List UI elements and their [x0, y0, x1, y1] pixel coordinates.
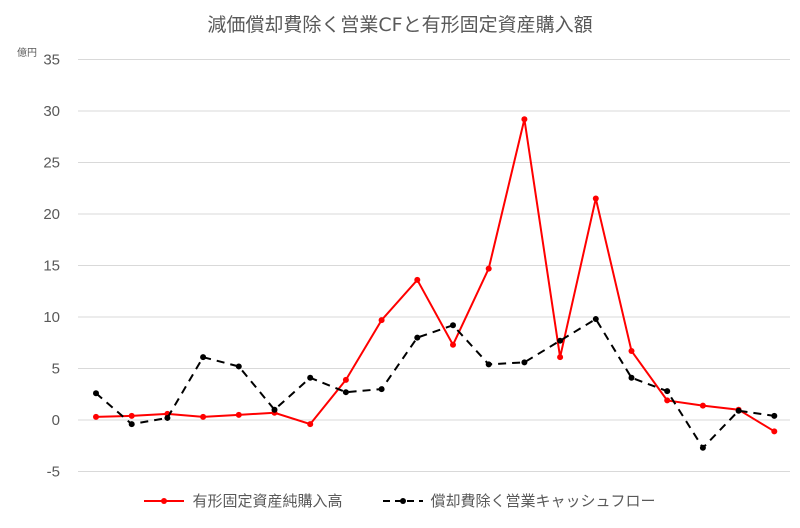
data-point [342, 389, 349, 396]
y-tick-label: 0 [52, 412, 60, 429]
y-tick-label: 10 [43, 309, 60, 326]
series-line [95, 119, 775, 433]
data-point [93, 390, 99, 397]
data-point [735, 407, 742, 414]
data-point [521, 116, 528, 123]
data-point [128, 421, 135, 428]
legend-item-red: 有形固定資産純購入高 [144, 490, 343, 511]
legend-label-red: 有形固定資産純購入高 [192, 492, 343, 510]
data-point [235, 363, 242, 370]
data-point [699, 402, 706, 409]
data-point [592, 316, 599, 323]
data-point [200, 354, 207, 361]
data-point [235, 411, 242, 418]
data-point [414, 334, 421, 341]
legend: 有形固定資産純購入高 償却費除く営業キャッシュフロー [0, 490, 800, 511]
data-point [450, 322, 456, 329]
y-axis-unit: 億円 [17, 48, 37, 59]
data-point [93, 413, 99, 420]
data-point [342, 376, 349, 383]
data-point [128, 412, 135, 419]
y-tick-label: -5 [47, 464, 60, 481]
data-point [557, 354, 564, 361]
legend-item-black: 償却費除く営業キャッシュフロー [382, 490, 656, 511]
data-point [485, 265, 492, 272]
data-point [699, 444, 706, 451]
data-point [307, 421, 314, 428]
data-point [414, 276, 421, 283]
data-point [771, 428, 778, 435]
data-point [628, 374, 635, 381]
black-dashed-marker-icon [382, 497, 423, 504]
data-point [164, 414, 171, 421]
red-line-marker-icon [144, 497, 185, 504]
y-tick-label: 5 [52, 361, 60, 378]
data-point [557, 337, 564, 344]
series-line [95, 317, 775, 450]
data-point [664, 388, 671, 395]
data-point [664, 397, 671, 404]
y-tick-label: 35 [43, 52, 60, 69]
data-point [450, 341, 456, 348]
legend-label-black: 償却費除く営業キャッシュフロー [430, 492, 656, 510]
data-point [771, 412, 778, 419]
chart-title: 減価償却費除く営業CFと有形固定資産購入額 [207, 14, 593, 36]
data-point [200, 413, 207, 420]
data-point [378, 386, 385, 393]
data-point [307, 374, 314, 381]
y-tick-label: 30 [43, 103, 60, 120]
y-tick-label: 15 [43, 258, 60, 275]
y-tick-label: 25 [43, 155, 60, 172]
data-point [521, 359, 528, 366]
data-point [628, 347, 635, 354]
y-tick-label: 20 [43, 206, 60, 223]
data-point [592, 195, 599, 202]
data-point [378, 317, 385, 324]
data-point [271, 406, 278, 413]
data-point [485, 361, 492, 368]
